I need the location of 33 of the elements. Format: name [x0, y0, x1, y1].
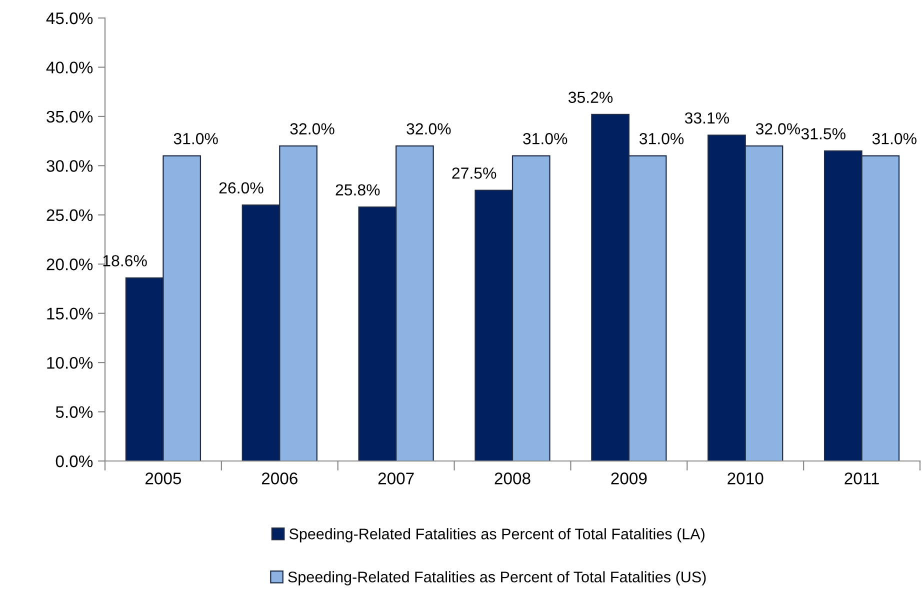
- data-label: 31.0%: [639, 133, 684, 144]
- data-label: 25.8%: [336, 184, 380, 196]
- y-tick-label: 25.0%: [46, 209, 93, 222]
- data-label: 32.0%: [290, 123, 334, 134]
- data-label: 31.5%: [801, 128, 846, 140]
- y-tick-label: 5.0%: [56, 406, 93, 418]
- y-tick-label: 35.0%: [46, 110, 93, 123]
- data-label: 18.6%: [103, 255, 147, 266]
- legend-label: Speeding-Related Fatalities as Percent of Total Fatalities (US): [288, 571, 706, 586]
- x-tick-label: 2011: [844, 472, 879, 484]
- x-tick-label: 2007: [378, 472, 414, 484]
- x-tick-label: 2008: [494, 472, 530, 484]
- y-tick-label: 45.0%: [46, 12, 93, 24]
- y-tick-label: 10.0%: [47, 356, 93, 369]
- data-label: 33.1%: [684, 112, 730, 124]
- x-tick-label: 2005: [146, 472, 182, 484]
- x-tick-label: 2006: [262, 472, 298, 484]
- x-tick-label: 2010: [728, 472, 764, 484]
- y-tick-label: 20.0%: [46, 258, 93, 270]
- data-label: 27.5%: [452, 167, 496, 179]
- data-label: 35.2%: [568, 92, 613, 103]
- data-label: 31.0%: [174, 133, 218, 144]
- data-label: 32.0%: [406, 123, 451, 134]
- x-tick-label: 2009: [611, 472, 647, 484]
- data-label: 31.0%: [523, 133, 568, 144]
- y-tick-label: 0.0%: [56, 455, 93, 468]
- data-label: 26.0%: [219, 182, 264, 194]
- y-tick-label: 30.0%: [46, 160, 93, 172]
- data-label: 32.0%: [756, 123, 800, 134]
- data-label: 31.0%: [872, 133, 916, 144]
- legend-label: Speeding-Related Fatalities as Percent of Total Fatalities (LA): [289, 528, 704, 542]
- y-tick-label: 40.0%: [46, 62, 93, 74]
- y-tick-label: 15.0%: [47, 308, 93, 320]
